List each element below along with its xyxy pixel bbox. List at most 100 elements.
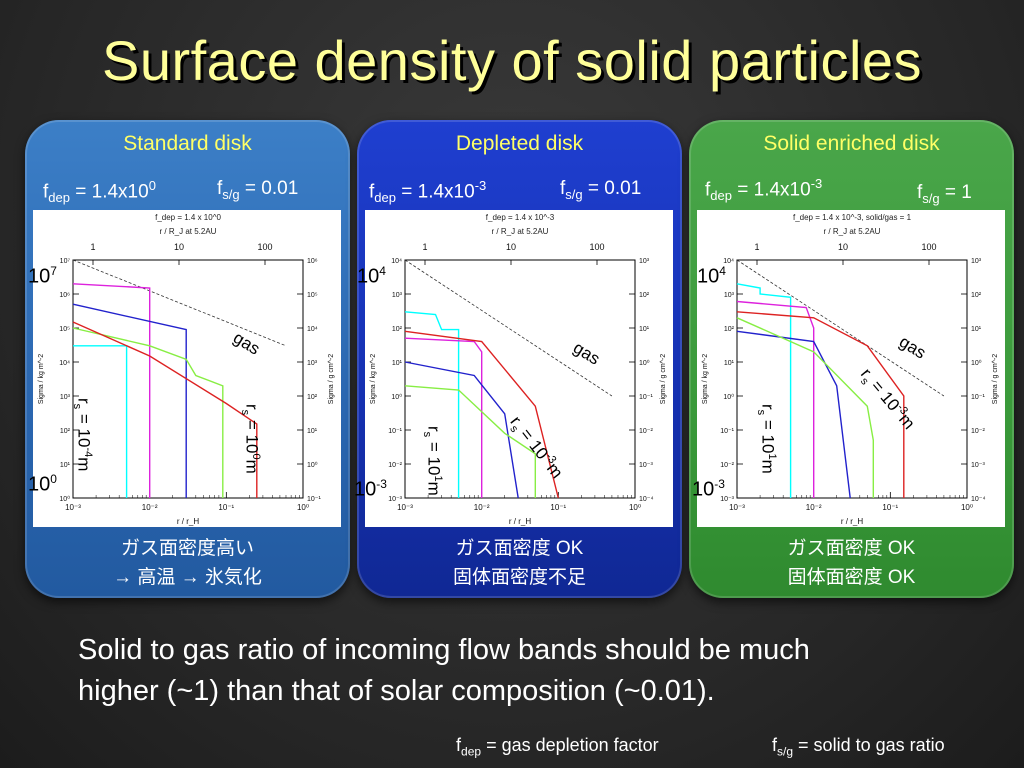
y-tick-label: 10⁰ <box>59 495 70 503</box>
conclusion-text: Solid to gas ratio of incoming flow band… <box>78 630 810 712</box>
y-tick-label-right: 10⁻¹ <box>971 394 985 401</box>
x-tick-label: 10⁻² <box>142 503 158 512</box>
conclusion-line-1: Solid to gas ratio of incoming flow band… <box>78 634 810 666</box>
series-line-5 <box>736 311 905 498</box>
top-tick-label: 10 <box>506 242 516 252</box>
plot-header: f_dep = 1.4 x 10^0 <box>155 213 221 222</box>
series-gas <box>404 259 613 397</box>
x-tick-label: 10⁻³ <box>397 503 413 512</box>
y-tick-label: 10⁻³ <box>720 496 734 503</box>
y-axis-label-right: Sigma / g cm^-2 <box>328 354 335 404</box>
y-tick-label: 10⁰ <box>723 393 734 401</box>
x-tick-label: 10⁻¹ <box>218 503 234 512</box>
plot-header: f_dep = 1.4 x 10^-3 <box>486 213 555 222</box>
rs-large-label: rs = 100m <box>238 404 262 474</box>
y-tick-label-right: 10⁴ <box>307 326 318 333</box>
top-axis-label: r / R_J at 5.2AU <box>492 227 549 236</box>
y-tick-label: 10² <box>724 326 735 333</box>
y-tick-label: 10⁶ <box>59 292 70 299</box>
series-line-4 <box>736 317 875 498</box>
top-axis-label: r / R_J at 5.2AU <box>824 227 881 236</box>
y-tick-label: 10⁴ <box>391 258 402 265</box>
y-tick-label-right: 10² <box>307 394 318 401</box>
ytop-label: 107 <box>28 264 57 288</box>
rs-small-label: rs = 10-4m <box>70 398 94 472</box>
series-line-4 <box>404 385 537 498</box>
y-tick-label: 10⁷ <box>60 258 71 265</box>
ytop-label: 104 <box>697 264 726 288</box>
y-tick-label: 10⁻² <box>720 462 734 469</box>
series-gas <box>72 259 287 347</box>
y-tick-label-right: 10⁻² <box>639 428 653 435</box>
fdep-param: fdep = 1.4x100 <box>43 178 156 206</box>
x-axis-label: r / r_H <box>841 517 863 526</box>
panel-title: Standard disk <box>123 132 252 155</box>
panel-solid-enriched-disk: Solid enriched disk fdep = 1.4x10-3 fs/g… <box>689 120 1014 598</box>
panel-title: Depleted disk <box>455 132 584 155</box>
y-tick-label: 10⁻¹ <box>388 428 402 435</box>
y-axis-label: Sigma / kg m^-2 <box>702 354 709 404</box>
y-tick-label: 10¹ <box>392 360 403 367</box>
x-tick-label: 10⁰ <box>297 503 309 512</box>
series-line-3 <box>72 303 187 498</box>
top-axis-label: r / R_J at 5.2AU <box>160 227 217 236</box>
y-tick-label-right: 10⁰ <box>639 359 650 367</box>
surface-density-plot: f_dep = 1.4 x 10^-3 r / R_J at 5.2AU 1 10 10… <box>365 210 673 527</box>
y-tick-label: 10⁻² <box>388 462 402 469</box>
y-tick-label-right: 10² <box>971 292 982 299</box>
plot-frame <box>736 259 968 499</box>
y-tick-label-right: 10⁻¹ <box>639 394 653 401</box>
conclusion-line-2: higher (~1) than that of solar compositi… <box>78 675 715 707</box>
y-tick-label-right: 10² <box>639 292 650 299</box>
x-tick-label: 10⁻² <box>806 503 822 512</box>
fsg-param: fs/g = 1 <box>917 182 972 206</box>
y-tick-label-right: 10¹ <box>307 428 318 435</box>
series-line-4 <box>72 327 224 498</box>
ybot-label: 100 <box>28 472 57 496</box>
plot-frame <box>72 259 304 499</box>
series-line-1 <box>404 311 460 498</box>
panel-notes: ガス面密度 OK 固体面密度不足 <box>357 534 682 592</box>
panel-depleted-disk: Depleted disk fdep = 1.4x10-3 fs/g = 0.0… <box>357 120 682 598</box>
y-axis-label: Sigma / kg m^-2 <box>38 354 45 404</box>
panel-notes: ガス面密度高い → 高温 → 氷気化 <box>25 534 350 592</box>
note-line-1: ガス面密度高い <box>120 538 254 559</box>
series-line-2 <box>404 337 483 498</box>
note-line-1: ガス面密度 OK <box>455 538 584 559</box>
top-tick-label: 1 <box>90 242 95 252</box>
y-tick-label: 10² <box>392 326 403 333</box>
plot-frame <box>404 259 636 499</box>
surface-density-plot: f_dep = 1.4 x 10^-3, solid/gas = 1 r / R_… <box>697 210 1005 527</box>
y-tick-label-right: 10⁻¹ <box>307 496 321 503</box>
y-tick-label-right: 10³ <box>307 360 318 367</box>
y-tick-label: 10³ <box>724 292 735 299</box>
y-tick-label: 10⁴ <box>723 258 734 265</box>
ybot-label: 10-3 <box>692 477 725 501</box>
x-tick-label: 10⁰ <box>629 503 641 512</box>
y-tick-label: 10³ <box>60 394 71 401</box>
rs-small-label: rs = 101m <box>420 426 444 496</box>
y-tick-label-right: 10⁻³ <box>639 462 653 469</box>
note-line-2: 固体面密度 OK <box>787 567 916 588</box>
plot-header: f_dep = 1.4 x 10^-3, solid/gas = 1 <box>793 213 912 222</box>
x-tick-label: 10⁻¹ <box>550 503 566 512</box>
fsg-param: fs/g = 0.01 <box>560 178 642 202</box>
note-line-2: → 高温 → 氷気化 <box>113 567 262 588</box>
y-axis-label-right: Sigma / g cm^-2 <box>992 354 999 404</box>
fdep-param: fdep = 1.4x10-3 <box>705 176 823 204</box>
y-tick-label-right: 10⁻⁴ <box>639 496 654 503</box>
series-line-2 <box>72 283 151 498</box>
y-tick-label: 10⁻³ <box>388 496 402 503</box>
y-tick-label-right: 10⁻⁴ <box>971 496 986 503</box>
y-tick-label: 10¹ <box>60 462 71 469</box>
y-tick-label-right: 10⁻³ <box>971 462 985 469</box>
series-line-3 <box>404 361 519 499</box>
y-tick-label-right: 10³ <box>971 258 982 265</box>
y-tick-label: 10⁵ <box>59 326 70 333</box>
y-tick-label: 10¹ <box>724 360 735 367</box>
panel-title: Solid enriched disk <box>763 132 940 155</box>
y-tick-label-right: 10⁰ <box>307 461 318 469</box>
fsg-param: fs/g = 0.01 <box>217 178 299 202</box>
footer-fdep-definition: fdep = gas depletion factor <box>456 735 659 759</box>
x-tick-label: 10⁻² <box>474 503 490 512</box>
